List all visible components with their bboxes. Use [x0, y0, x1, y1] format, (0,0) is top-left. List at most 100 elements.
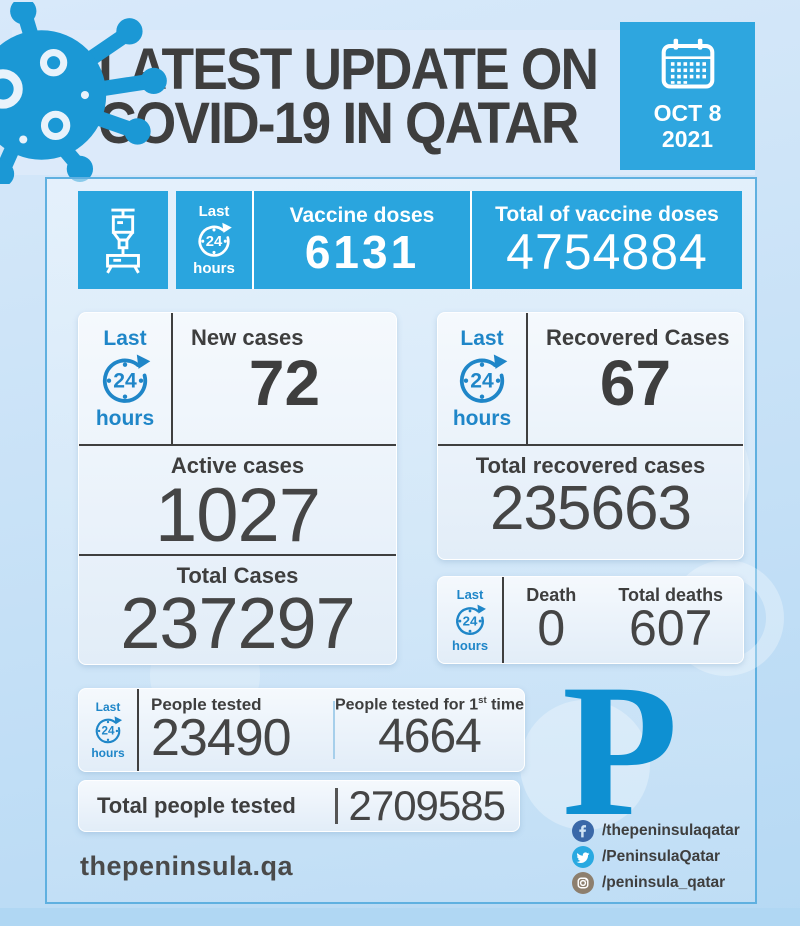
last-label: Last	[198, 203, 230, 220]
24-hours-clock-icon: 24	[102, 354, 151, 403]
recovered-value: 67	[599, 347, 672, 419]
svg-text:24: 24	[470, 369, 494, 392]
total-cases-label: Total Cases	[176, 563, 299, 588]
hours-label: hours	[452, 406, 512, 430]
svg-text:24: 24	[101, 725, 115, 738]
watermark-virus	[520, 700, 650, 830]
last-24-hours-block: Last 24 hours	[79, 689, 137, 771]
24-hours-clock-icon: 24	[198, 222, 232, 257]
last-label: Last	[460, 326, 504, 350]
total-deaths-section: Total deaths 607	[598, 577, 743, 663]
divider	[332, 701, 335, 759]
coronavirus-icon	[0, 2, 167, 184]
death-value: 0	[537, 600, 566, 656]
vaccine-total-value: 4754884	[506, 224, 708, 280]
vaccine-total-section: Total of vaccine doses 4754884	[472, 191, 742, 289]
svg-text:24: 24	[463, 613, 478, 628]
death-label: Death	[526, 585, 577, 605]
total-cases-value: 237297	[120, 584, 355, 664]
svg-text:24: 24	[113, 369, 137, 392]
people-tested-value: 23490	[151, 709, 292, 767]
last-label: Last	[95, 700, 121, 714]
date-text: OCT 8 2021	[620, 100, 755, 153]
facebook-link[interactable]: /thepeninsulaqatar	[572, 820, 740, 842]
last-24-hours-block: Last 24 hours	[176, 191, 252, 289]
divider	[79, 444, 396, 446]
twitter-link[interactable]: /PeninsulaQatar	[572, 846, 740, 868]
bottom-strip	[0, 908, 800, 926]
last-24-hours-block: Last 24 hours	[438, 577, 502, 663]
divider	[526, 313, 528, 444]
people-tested-card: Last 24 hours People tested 23490 People…	[78, 688, 525, 772]
active-cases-value: 1027	[154, 473, 321, 558]
24-hours-clock-icon: 24	[459, 354, 508, 403]
total-deaths-label: Total deaths	[618, 585, 724, 605]
divider	[438, 444, 743, 446]
divider	[502, 577, 504, 663]
vaccine-total-label: Total of vaccine doses	[495, 203, 719, 226]
24-hours-clock-icon: 24	[456, 604, 486, 636]
hours-label: hours	[193, 260, 235, 277]
divider	[252, 191, 254, 289]
total-recovered-value: 235663	[490, 474, 692, 543]
peninsula-logo: P	[562, 646, 679, 856]
24-hours-clock-icon: 24	[95, 716, 123, 744]
active-cases-section: Active cases 1027	[79, 446, 396, 554]
instagram-handle: /peninsula_qatar	[602, 874, 726, 891]
svg-text:24: 24	[206, 234, 223, 250]
new-cases-row: Last 24 hours New cases 72	[79, 313, 396, 444]
divider	[470, 191, 472, 289]
deaths-card: Last 24 hours Death 0 Total deaths 607	[437, 576, 744, 664]
twitter-handle: /PeninsulaQatar	[602, 848, 721, 865]
last-label: Last	[456, 587, 484, 602]
recovered-section: Recovered Cases 67	[528, 313, 743, 444]
total-recovered-label: Total recovered cases	[475, 453, 706, 478]
last-24-hours-block: Last 24 hours	[438, 313, 526, 444]
new-cases-label: New cases	[191, 325, 304, 350]
first-time-tested-section: People tested for 1st time 4664	[335, 689, 524, 771]
instagram-icon	[572, 872, 594, 894]
social-links: /thepeninsulaqatar /PeninsulaQatar /peni…	[572, 820, 740, 894]
hours-label: hours	[91, 746, 125, 760]
active-cases-label: Active cases	[170, 453, 305, 478]
new-cases-section: New cases 72	[173, 313, 396, 444]
total-people-tested-label: Total people tested	[97, 793, 296, 818]
hours-label: hours	[95, 406, 155, 430]
total-deaths-value: 607	[629, 600, 713, 656]
total-recovered-section: Total recovered cases 235663	[438, 446, 743, 559]
death-section: Death 0	[504, 577, 598, 663]
facebook-icon	[572, 820, 594, 842]
vaccine-icon-tile	[78, 191, 168, 289]
divider	[335, 788, 339, 824]
date-month-day: OCT 8	[653, 100, 722, 126]
date-year: 2021	[661, 125, 714, 152]
total-people-tested-value: 2709585	[348, 782, 506, 829]
instagram-link[interactable]: /peninsula_qatar	[572, 872, 740, 894]
people-tested-label: People tested	[151, 695, 262, 714]
recovered-label: Recovered Cases	[546, 325, 730, 350]
divider	[79, 554, 396, 556]
calendar-icon	[661, 38, 714, 89]
date-box: OCT 8 2021	[620, 22, 755, 170]
title-line-2: COVID-19 IN QATAR	[98, 90, 579, 156]
website-link[interactable]: thepeninsula.qa	[80, 851, 294, 881]
divider	[137, 689, 139, 771]
vaccine-doses-value: 6131	[304, 225, 420, 278]
first-time-tested-label: People tested for 1st time	[334, 695, 524, 714]
vaccine-bar: Last 24 hours Vaccine doses 6131 Total o…	[176, 191, 742, 289]
hours-label: hours	[451, 638, 489, 653]
cases-card: Last 24 hours New cases 72 Active cases …	[78, 312, 397, 665]
syringe-icon	[106, 208, 140, 274]
people-tested-section: People tested 23490	[139, 689, 333, 771]
title-line-1: LATEST UPDATE ON	[98, 37, 599, 102]
facebook-handle: /thepeninsulaqatar	[602, 822, 740, 839]
divider	[171, 313, 173, 444]
last-24-hours-block: Last 24 hours	[79, 313, 171, 444]
vaccine-doses-section: Vaccine doses 6131	[254, 191, 470, 289]
total-people-tested-card: Total people tested 2709585	[78, 780, 520, 832]
twitter-icon	[572, 846, 594, 868]
recovered-row: Last 24 hours Recovered Cases 67	[438, 313, 743, 444]
total-cases-section: Total Cases 237297	[79, 556, 396, 664]
recovered-card: Last 24 hours Recovered Cases 67 Total r…	[437, 312, 744, 560]
first-time-tested-value: 4664	[378, 710, 482, 764]
